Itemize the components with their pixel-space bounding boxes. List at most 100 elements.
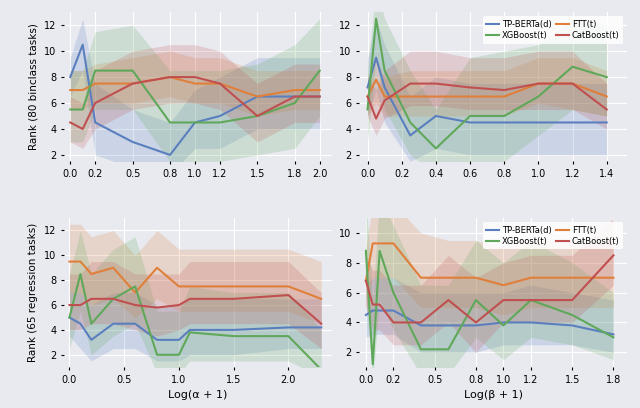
TP-BERTa(d): [610, 332, 618, 337]
XGBoost(t): [362, 248, 370, 253]
XGBoost(t): [610, 335, 618, 340]
XGBoost(t): [291, 101, 299, 106]
TP-BERTa(d): [88, 337, 95, 342]
Line: FTT(t): FTT(t): [367, 80, 607, 97]
XGBoost(t): [153, 353, 161, 357]
TP-BERTa(d): [131, 321, 139, 326]
FTT(t): [175, 284, 183, 289]
Y-axis label: Rank (80 binclass tasks): Rank (80 binclass tasks): [28, 23, 38, 150]
CatBoost(t): [406, 81, 414, 86]
Line: CatBoost(t): CatBoost(t): [366, 255, 614, 322]
XGBoost(t): [390, 290, 397, 295]
FTT(t): [500, 283, 508, 288]
FTT(t): [568, 275, 576, 280]
Line: FTT(t): FTT(t): [70, 262, 321, 299]
Line: XGBoost(t): XGBoost(t): [367, 19, 607, 149]
CatBoost(t): [472, 320, 480, 325]
CatBoost(t): [372, 116, 380, 121]
FTT(t): [129, 81, 136, 86]
XGBoost(t): [216, 120, 224, 125]
CatBoost(t): [131, 303, 139, 308]
FTT(t): [316, 88, 324, 93]
FTT(t): [376, 241, 383, 246]
TP-BERTa(d): [175, 337, 183, 342]
TP-BERTa(d): [569, 120, 577, 125]
CatBoost(t): [527, 298, 535, 303]
TP-BERTa(d): [417, 323, 425, 328]
Line: CatBoost(t): CatBoost(t): [70, 295, 321, 324]
FTT(t): [77, 259, 84, 264]
FTT(t): [166, 75, 174, 80]
TP-BERTa(d): [369, 308, 376, 313]
XGBoost(t): [88, 321, 95, 326]
FTT(t): [253, 94, 261, 99]
FTT(t): [569, 81, 577, 86]
XGBoost(t): [92, 68, 99, 73]
TP-BERTa(d): [500, 120, 508, 125]
X-axis label: Log(α + 1): Log(α + 1): [168, 390, 228, 400]
Line: TP-BERTa(d): TP-BERTa(d): [367, 58, 607, 135]
FTT(t): [92, 81, 99, 86]
Y-axis label: Rank (65 regression tasks): Rank (65 regression tasks): [28, 223, 38, 362]
FTT(t): [534, 81, 542, 86]
FTT(t): [317, 296, 325, 301]
FTT(t): [527, 275, 535, 280]
CatBoost(t): [432, 81, 440, 86]
XGBoost(t): [109, 296, 117, 301]
CatBoost(t): [191, 75, 199, 80]
TP-BERTa(d): [285, 325, 292, 330]
CatBoost(t): [417, 320, 425, 325]
XGBoost(t): [317, 367, 325, 372]
FTT(t): [603, 94, 611, 99]
CatBoost(t): [186, 296, 194, 301]
TP-BERTa(d): [381, 85, 388, 90]
TP-BERTa(d): [372, 55, 380, 60]
Line: FTT(t): FTT(t): [366, 244, 614, 285]
XGBoost(t): [445, 347, 452, 352]
FTT(t): [406, 94, 414, 99]
CatBoost(t): [216, 81, 224, 86]
CatBoost(t): [317, 321, 325, 326]
XGBoost(t): [372, 16, 380, 21]
CatBoost(t): [253, 113, 261, 118]
Line: CatBoost(t): CatBoost(t): [367, 84, 607, 119]
CatBoost(t): [445, 298, 452, 303]
FTT(t): [445, 275, 452, 280]
XGBoost(t): [369, 362, 376, 367]
XGBoost(t): [191, 120, 199, 125]
TP-BERTa(d): [92, 120, 99, 125]
TP-BERTa(d): [253, 94, 261, 99]
CatBoost(t): [66, 303, 74, 308]
CatBoost(t): [390, 320, 397, 325]
TP-BERTa(d): [432, 113, 440, 118]
XGBoost(t): [66, 315, 74, 320]
FTT(t): [610, 275, 618, 280]
XGBoost(t): [285, 334, 292, 339]
Line: XGBoost(t): XGBoost(t): [70, 274, 321, 370]
CatBoost(t): [79, 126, 86, 131]
CatBoost(t): [88, 296, 95, 301]
TP-BERTa(d): [466, 120, 474, 125]
FTT(t): [390, 241, 397, 246]
XGBoost(t): [77, 272, 84, 277]
TP-BERTa(d): [79, 42, 86, 47]
XGBoost(t): [230, 334, 237, 339]
TP-BERTa(d): [186, 328, 194, 333]
FTT(t): [381, 94, 388, 99]
TP-BERTa(d): [362, 313, 370, 317]
XGBoost(t): [175, 353, 183, 357]
FTT(t): [131, 290, 139, 295]
FTT(t): [67, 88, 74, 93]
XGBoost(t): [432, 146, 440, 151]
CatBoost(t): [362, 278, 370, 283]
Line: XGBoost(t): XGBoost(t): [70, 71, 320, 122]
XGBoost(t): [472, 298, 480, 303]
FTT(t): [500, 94, 508, 99]
TP-BERTa(d): [316, 94, 324, 99]
FTT(t): [362, 278, 370, 283]
XGBoost(t): [316, 68, 324, 73]
Legend: TP-BERTa(d), XGBoost(t), FTT(t), CatBoost(t): TP-BERTa(d), XGBoost(t), FTT(t), CatBoos…: [483, 222, 623, 249]
FTT(t): [79, 88, 86, 93]
TP-BERTa(d): [67, 75, 74, 80]
TP-BERTa(d): [376, 308, 383, 313]
